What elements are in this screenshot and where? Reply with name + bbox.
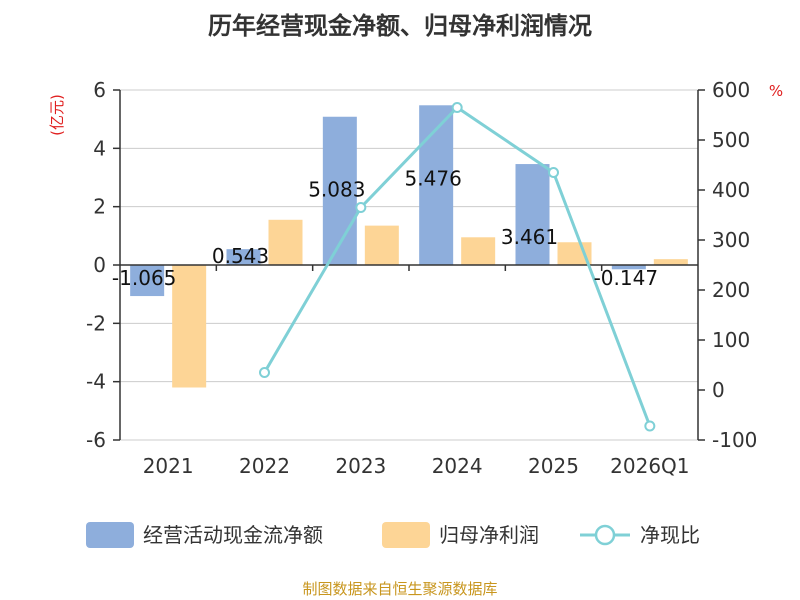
bar-cash (611, 265, 646, 270)
right-axis-unit: % (769, 82, 783, 100)
data-label-cash: -0.147 (594, 266, 658, 290)
legend: 经营活动现金流净额 归母净利润 净现比 (86, 522, 700, 548)
axes (119, 90, 699, 440)
left-tick-label: 2 (93, 195, 106, 219)
x-tick-label: 2022 (239, 454, 290, 478)
left-tick-label: -6 (86, 428, 106, 452)
ratio-point (644, 420, 656, 432)
bars (130, 105, 688, 388)
bar-cash (419, 105, 454, 266)
right-tick-label: 300 (712, 228, 750, 252)
left-tick-label: 4 (93, 136, 106, 160)
legend-swatch-profit (382, 522, 430, 548)
left-tick-label: -4 (86, 370, 106, 394)
ratio-series-line (263, 105, 652, 427)
data-label-cash: -1.065 (112, 266, 176, 290)
bar-cash (130, 265, 165, 297)
bar-profit (172, 265, 207, 388)
x-tick-label: 2021 (143, 454, 194, 478)
left-tick-label: 6 (93, 78, 106, 102)
ratio-point (548, 167, 559, 178)
left-tick-label: -2 (86, 311, 106, 335)
bar-profit (268, 219, 303, 265)
bar-cash (322, 116, 357, 265)
data-label-cash: 3.461 (501, 225, 558, 249)
ratio-line (259, 102, 656, 432)
right-tick-label: 0 (712, 378, 725, 402)
legend-label-ratio: 净现比 (640, 523, 700, 547)
right-tick-label: 500 (712, 128, 750, 152)
ratio-point (355, 202, 367, 213)
data-label-cash: 5.476 (405, 166, 462, 190)
right-tick-label: -100 (712, 428, 757, 452)
ratio-point (451, 102, 463, 113)
right-tick-label: 400 (712, 178, 750, 202)
x-tick-label: 2025 (528, 454, 579, 478)
data-labels: -1.065 0.543 5.083 5.476 3.461 -0.147 (112, 166, 658, 290)
right-tick-label: 600 (712, 78, 750, 102)
legend-label-cash: 经营活动现金流净额 (143, 523, 323, 547)
data-label-cash: 0.543 (212, 244, 269, 268)
left-axis-unit: (亿元) (48, 94, 66, 136)
legend-swatch-cash (86, 522, 134, 548)
legend-label-profit: 归母净利润 (439, 523, 539, 547)
bar-profit (653, 259, 688, 265)
ratio-point (259, 367, 270, 378)
x-tick-label: 2024 (432, 454, 483, 478)
bar-profit (461, 237, 496, 265)
legend-marker-ratio (594, 524, 616, 546)
bar-cash (226, 249, 261, 265)
right-tick-label: 100 (712, 328, 750, 352)
x-tick-label: 2026Q1 (610, 454, 689, 478)
data-label-cash: 5.083 (308, 178, 365, 202)
left-tick-label: 0 (93, 253, 106, 277)
x-tick-label: 2023 (335, 454, 386, 478)
tick-labels: 6 4 2 0 -2 -4 -6 600 500 400 300 200 100 0 -100 2021 202… (86, 78, 757, 478)
bar-cash (515, 164, 550, 265)
right-tick-label: 200 (712, 278, 750, 302)
bar-profit (364, 225, 399, 265)
source-note: 制图数据来自恒生聚源数据库 (302, 580, 497, 598)
chart-title: 历年经营现金净额、归母净利润情况 (208, 12, 592, 40)
